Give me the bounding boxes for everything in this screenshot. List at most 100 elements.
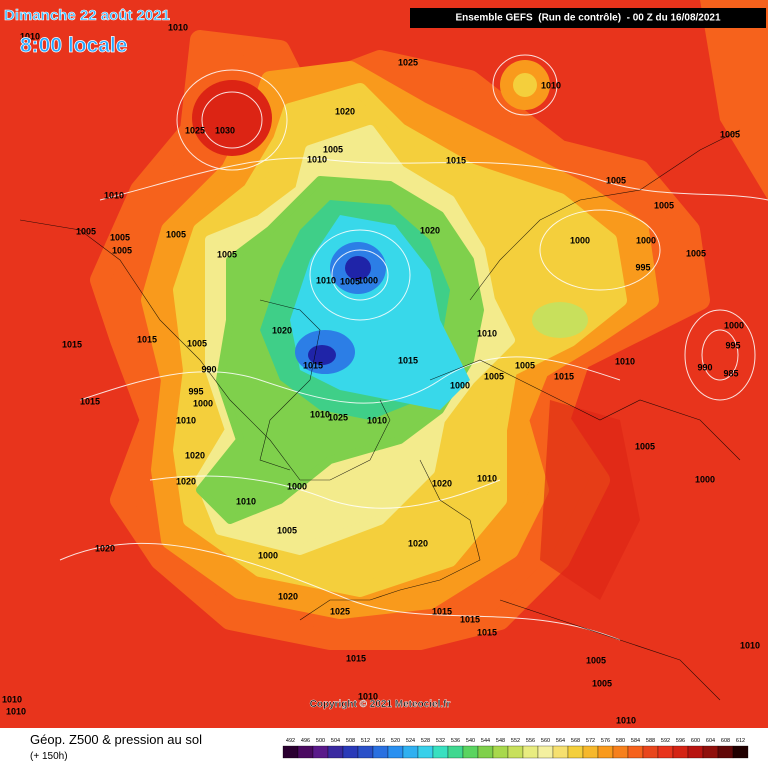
pressure-label: 985 (723, 368, 738, 378)
colorbar-tick-label: 504 (331, 738, 340, 744)
colorbar-swatch (432, 745, 449, 759)
pressure-label: 1005 (166, 229, 186, 239)
colorbar-swatch (477, 745, 494, 759)
colorbar-swatch (597, 745, 614, 759)
pressure-label: 1020 (408, 538, 428, 548)
colorbar-tick-label: 540 (466, 738, 475, 744)
pressure-label: 1010 (358, 691, 378, 701)
pressure-label: 1005 (340, 276, 360, 286)
colorbar-tick-label: 508 (346, 738, 355, 744)
pressure-label: 1005 (654, 200, 674, 210)
pressure-label: 1010 (616, 715, 636, 725)
colorbar-swatch (447, 745, 464, 759)
colorbar-tick-label: 612 (736, 738, 745, 744)
pressure-label: 1010 (316, 275, 336, 285)
pressure-label: 1005 (515, 360, 535, 370)
pressure-label: 1015 (446, 155, 466, 165)
pressure-label: 1015 (303, 360, 323, 370)
pressure-label: 1015 (398, 355, 418, 365)
pressure-label: 1005 (686, 248, 706, 258)
colorbar-tick-label: 500 (316, 738, 325, 744)
pressure-label: 1015 (80, 396, 100, 406)
pressure-label: 1005 (635, 441, 655, 451)
colorbar-tick-label: 544 (481, 738, 490, 744)
colorbar-swatch (702, 745, 719, 759)
colorbar-tick-label: 548 (496, 738, 505, 744)
colorbar-swatch (462, 745, 479, 759)
trough (532, 302, 588, 338)
colorbar-tick-label: 528 (421, 738, 430, 744)
pressure-label: 1010 (307, 154, 327, 164)
colorbar-tick-label: 588 (646, 738, 655, 744)
colorbar-tick-label: 524 (406, 738, 415, 744)
pressure-label: 1030 (215, 125, 235, 135)
pressure-label: 1010 (176, 415, 196, 425)
pressure-label: 1025 (398, 57, 418, 67)
pressure-label: 1010 (477, 328, 497, 338)
pressure-label: 1005 (76, 226, 96, 236)
pressure-label: 1005 (720, 129, 740, 139)
pressure-label: 1010 (541, 80, 561, 90)
pressure-label: 1000 (636, 235, 656, 245)
colorbar-swatch (687, 745, 704, 759)
colorbar-tick-label: 496 (301, 738, 310, 744)
colorbar-tick-label: 576 (601, 738, 610, 744)
run-box (410, 8, 766, 28)
colorbar-swatch (522, 745, 539, 759)
pressure-label: 1020 (335, 106, 355, 116)
colorbar-swatch (717, 745, 734, 759)
colorbar-swatch (297, 745, 314, 759)
pressure-label: 1020 (176, 476, 196, 486)
pressure-label: 1020 (95, 543, 115, 553)
colorbar-tick-label: 608 (721, 738, 730, 744)
pressure-label: 1015 (554, 371, 574, 381)
pressure-label: 1005 (606, 175, 626, 185)
colorbar-tick-label: 600 (691, 738, 700, 744)
pressure-label: 1020 (278, 591, 298, 601)
lead-time: (+ 150h) (30, 751, 68, 762)
low-2-core (308, 345, 336, 365)
colorbar-swatch (357, 745, 374, 759)
colorbar-swatch (387, 745, 404, 759)
colorbar-swatch (492, 745, 509, 759)
pressure-label: 1005 (187, 338, 207, 348)
pressure-label: 1005 (592, 678, 612, 688)
pressure-label: 995 (635, 262, 650, 272)
colorbar-tick-label: 556 (526, 738, 535, 744)
copyright: Copyright © 2021 Meteociel.fr (310, 699, 451, 710)
pressure-label: 1010 (367, 415, 387, 425)
pressure-label: 1010 (104, 190, 124, 200)
colorbar-tick-label: 596 (676, 738, 685, 744)
colorbar-swatch (612, 745, 629, 759)
colorbar-tick-label: 512 (361, 738, 370, 744)
colorbar-tick-label: 580 (616, 738, 625, 744)
pressure-label: 1000 (193, 398, 213, 408)
colorbar-swatch (627, 745, 644, 759)
coastlines (19, 129, 741, 701)
low-1-core (345, 256, 371, 280)
pressure-label: 1000 (570, 235, 590, 245)
pressure-label: 1005 (217, 249, 237, 259)
pressure-label: 1010 (168, 22, 188, 32)
pressure-label: 1010 (6, 706, 26, 716)
colorbar-tick-label: 532 (436, 738, 445, 744)
pressure-label: 1000 (287, 481, 307, 491)
colorbar-swatch (312, 745, 329, 759)
pressure-label: 1015 (460, 614, 480, 624)
colorbar-tick-label: 568 (571, 738, 580, 744)
pressure-label: 1010 (310, 409, 330, 419)
pressure-label: 1010 (615, 356, 635, 366)
colorbar-swatch (282, 745, 299, 759)
pressure-label: 1005 (112, 245, 132, 255)
time-label: 8:00 locale (20, 34, 127, 57)
high-2 (192, 80, 272, 156)
pressure-label: 1005 (323, 144, 343, 154)
product-label: Géop. Z500 & pression au sol (30, 732, 202, 747)
colorbar-swatch (672, 745, 689, 759)
colorbar-tick-label: 520 (391, 738, 400, 744)
high-1-core (513, 73, 537, 97)
colorbar-tick-label: 584 (631, 738, 640, 744)
